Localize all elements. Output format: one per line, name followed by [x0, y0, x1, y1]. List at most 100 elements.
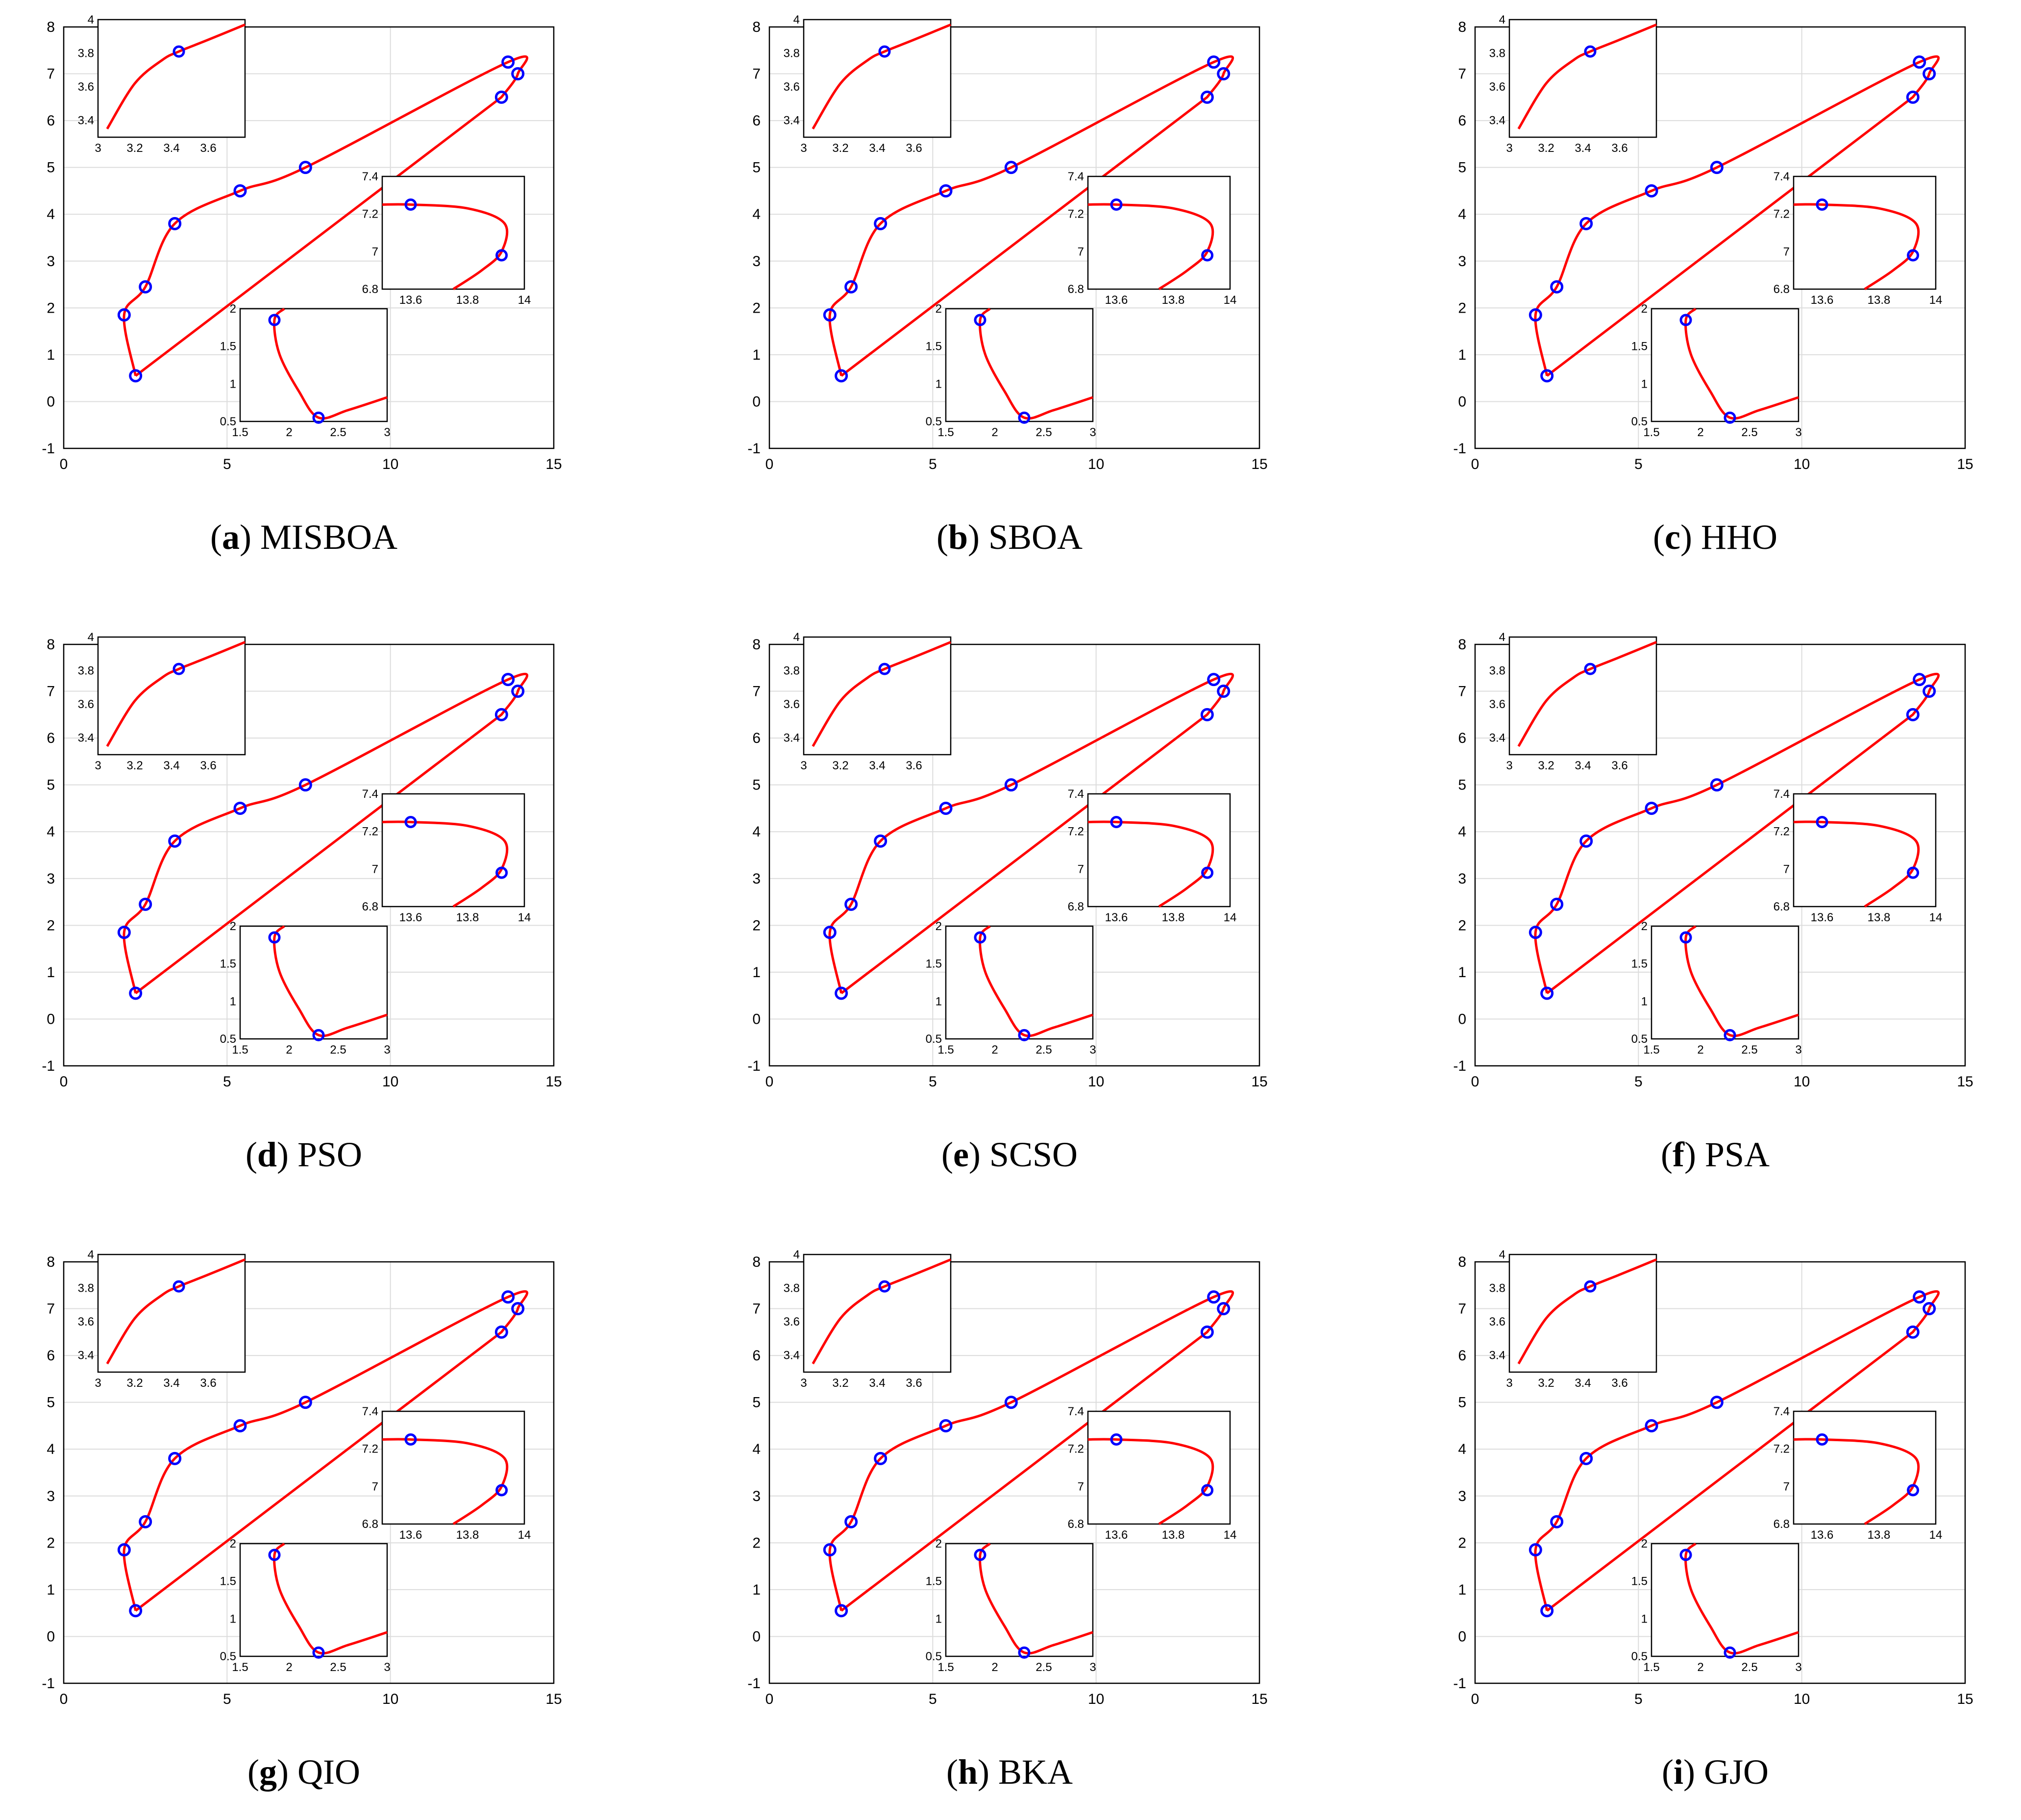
y-tick-label: 2: [752, 300, 761, 316]
inset-waypoint-marker: [495, 1484, 508, 1497]
inset-waypoint-marker: [495, 249, 508, 262]
inset-y-tick-label: 4: [1499, 631, 1505, 644]
inset-3: 1.5 2 2.5 3 0.5 1 1.5 2: [1631, 1537, 1802, 1674]
inset-2: 13.6 13.8 14 6.8 7 7.2 7.4: [1774, 1405, 1943, 1542]
plot-frame: [63, 643, 555, 1067]
inset-waypoint-marker: [1907, 866, 1920, 879]
y-tick-label: 4: [1458, 824, 1466, 840]
inset-frame: [1508, 19, 1657, 138]
x-tick-label: 15: [1957, 456, 1973, 472]
inset-x-tick-label: 2: [991, 1043, 998, 1057]
y-tick-label: 6: [47, 1348, 55, 1364]
inset-y-tick-label: 2: [230, 920, 236, 933]
waypoint-marker: [168, 217, 182, 230]
x-tick-label: 10: [382, 1074, 398, 1090]
inset-x-tick-label: 13.6: [1811, 294, 1834, 307]
waypoint-marker: [139, 1515, 152, 1528]
caption-letter: c: [1665, 517, 1680, 557]
inset-frame: [1793, 175, 1937, 290]
y-tick-label: 6: [752, 113, 761, 129]
y-tick-label: -1: [1453, 441, 1466, 457]
x-tick-label: 5: [1634, 456, 1643, 472]
path-line: [1534, 55, 1940, 377]
y-tick-label: 7: [1458, 66, 1466, 82]
inset-y-tick-label: 1.5: [220, 340, 236, 353]
inset-waypoint-marker: [878, 45, 891, 58]
waypoint-marker: [1906, 90, 1920, 104]
inset-y-tick-label: 3.8: [78, 1282, 94, 1295]
inset-y-tick-label: 3.4: [1489, 732, 1505, 745]
inset-path-line: [812, 640, 951, 747]
path-line: [123, 672, 528, 994]
inset-x-tick-label: 1.5: [1643, 426, 1659, 439]
inset-path-line: [1087, 1438, 1214, 1525]
inset-waypoint-marker: [1201, 1484, 1214, 1497]
y-tick-label: 5: [752, 1395, 761, 1411]
inset-x-tick-label: 13.6: [1105, 911, 1128, 924]
inset-1: 3 3.2 3.4 3.6 3.4 3.6 3.8 4: [1489, 13, 1657, 155]
y-tick-label: 3: [1458, 871, 1466, 887]
waypoint-marker: [501, 1290, 515, 1304]
inset-frame: [1508, 636, 1657, 756]
inset-x-tick-label: 13.8: [1162, 1528, 1185, 1542]
waypoint-marker: [1217, 67, 1231, 81]
inset-y-tick-label: 7.4: [362, 170, 378, 183]
y-tick-label: 0: [1458, 394, 1466, 410]
inset-y-tick-label: 4: [793, 631, 800, 644]
y-tick-label: 8: [1458, 637, 1466, 653]
path-line: [123, 1290, 528, 1612]
inset-y-tick-label: 4: [793, 1248, 800, 1261]
inset-y-tick-label: 1: [936, 1612, 942, 1625]
y-tick-label: 4: [1458, 206, 1466, 222]
inset-path-line: [1793, 203, 1920, 291]
waypoint-marker: [1550, 280, 1564, 294]
inset-y-tick-label: 1: [936, 995, 942, 1008]
y-tick-label: 3: [752, 1488, 761, 1504]
x-tick-label: 0: [765, 456, 774, 472]
inset-y-tick-label: 1: [230, 1612, 236, 1625]
y-tick-label: 4: [47, 206, 55, 222]
inset-x-tick-label: 13.6: [1105, 294, 1128, 307]
inset-x-tick-label: 13.8: [1162, 294, 1185, 307]
caption-algorithm-name: PSO: [288, 1135, 363, 1174]
caption-e: (e) SCSO: [941, 1135, 1078, 1174]
waypoint-marker: [1217, 1302, 1231, 1316]
chart-f: 0 5 10 15 -1 0 1 2 3 4 5 6 7 8 3 3.2 3.4 3.6 3.4 3.6 3.8 4 13.…: [1453, 631, 1973, 1090]
inset-2: 13.6 13.8 14 6.8 7 7.2 7.4: [1068, 1405, 1237, 1542]
inset-y-tick-label: 2: [1641, 920, 1648, 933]
caption-h: (h) BKA: [946, 1752, 1073, 1792]
inset-x-tick-label: 3: [95, 142, 101, 155]
waypoint-marker: [233, 1419, 247, 1432]
inset-frame: [1793, 793, 1937, 908]
inset-2: 13.6 13.8 14 6.8 7 7.2 7.4: [1068, 170, 1237, 307]
inset-y-tick-label: 2: [230, 1537, 236, 1550]
x-tick-label: 10: [1088, 456, 1104, 472]
x-tick-label: 0: [1471, 456, 1479, 472]
x-tick-label: 10: [1794, 1691, 1810, 1707]
inset-x-tick-label: 14: [518, 1528, 531, 1542]
inset-frame: [381, 175, 525, 290]
inset-frame: [803, 1254, 952, 1373]
y-tick-label: 1: [752, 964, 761, 981]
caption-d: (d) PSO: [245, 1135, 363, 1174]
inset-x-tick-label: 2.5: [1741, 426, 1757, 439]
inset-x-tick-label: 3: [1506, 759, 1512, 772]
inset-y-tick-label: 7.4: [1068, 787, 1084, 801]
inset-waypoint-marker: [1018, 1646, 1031, 1659]
y-tick-label: 5: [1458, 160, 1466, 176]
inset-y-tick-label: 3.8: [784, 1282, 800, 1295]
inset-y-tick-label: 4: [1499, 13, 1505, 26]
inset-x-tick-label: 3: [384, 1661, 390, 1674]
y-tick-label: 3: [47, 1488, 55, 1504]
inset-waypoint-marker: [173, 663, 185, 675]
y-tick-label: 7: [47, 1301, 55, 1317]
waypoint-marker: [129, 369, 143, 383]
inset-y-tick-label: 7.2: [1068, 1443, 1084, 1456]
inset-y-tick-label: 3.4: [78, 732, 94, 745]
caption-algorithm-name: SBOA: [979, 517, 1083, 557]
y-tick-label: 1: [752, 1582, 761, 1598]
inset-waypoint-marker: [268, 1549, 281, 1561]
waypoint-marker: [511, 685, 525, 698]
inset-y-tick-label: 0.5: [1631, 1033, 1648, 1046]
